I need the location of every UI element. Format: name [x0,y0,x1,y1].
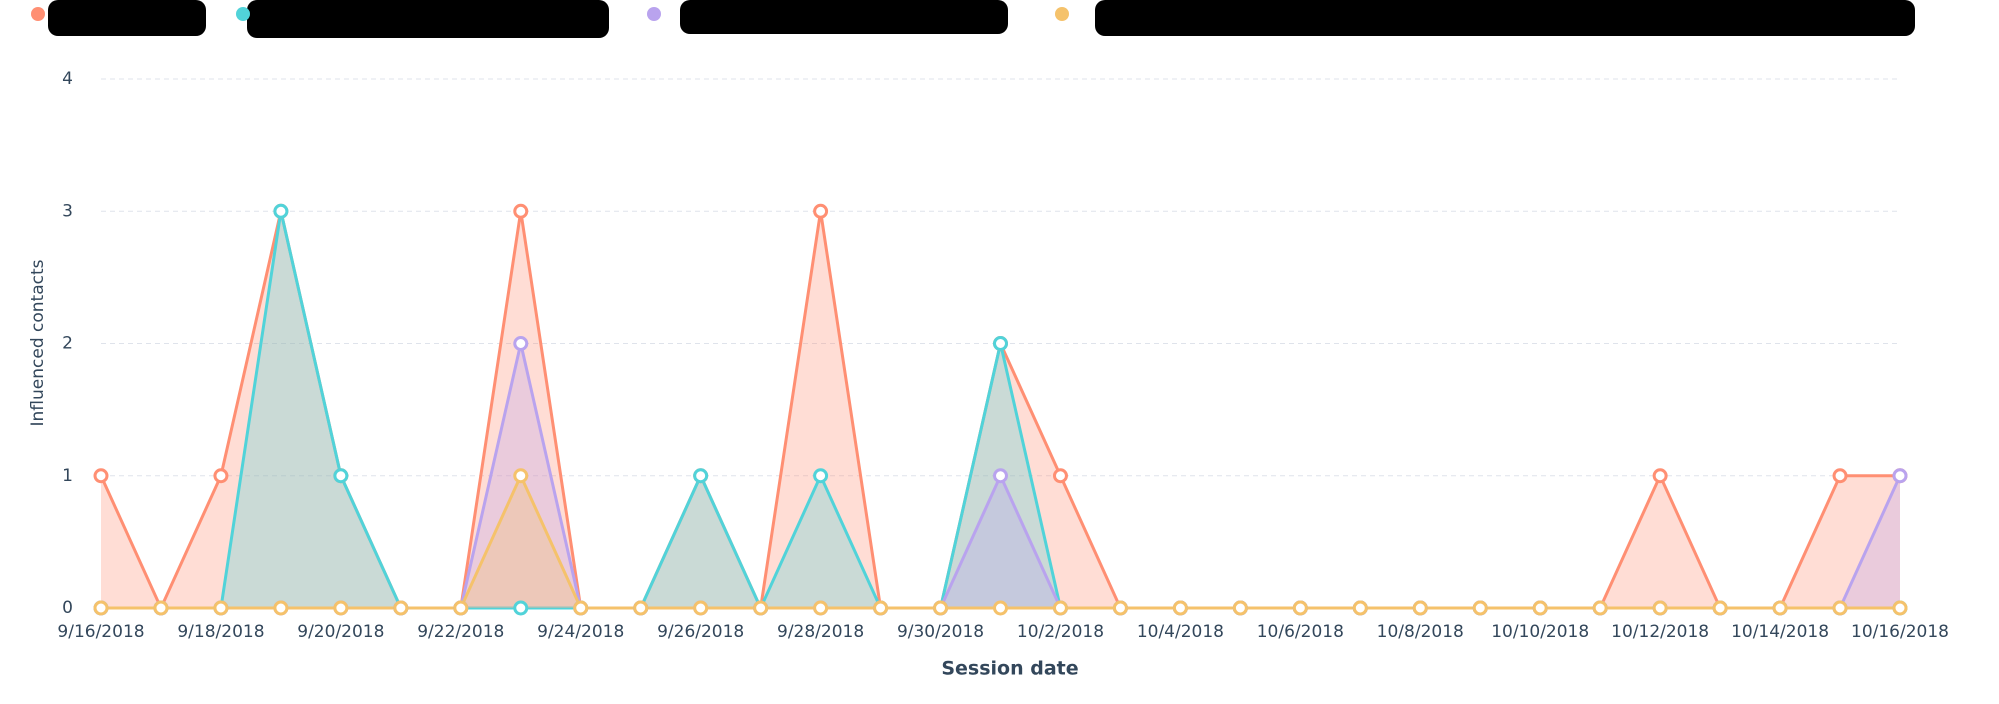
point [1892,600,1908,616]
point [513,468,529,484]
y-tick-label: 4 [62,69,73,89]
point [1592,600,1608,616]
point [1052,468,1068,484]
x-tick-label: 9/30/2018 [897,622,984,642]
x-tick-label: 9/24/2018 [537,622,624,642]
point [1352,600,1368,616]
x-tick-label: 9/22/2018 [417,622,504,642]
point [993,600,1008,616]
point [993,468,1008,484]
point [1232,600,1248,616]
redaction [1095,0,1915,36]
point [573,600,589,616]
y-axis-title: Influenced contacts [28,259,48,426]
point [1832,468,1848,484]
point [1052,600,1068,616]
point [1412,600,1428,616]
x-tick-label: 9/28/2018 [777,622,864,642]
point [693,600,709,616]
point [1652,468,1668,484]
area [101,211,1900,608]
point [1112,600,1128,616]
x-tick-label: 10/10/2018 [1491,622,1589,642]
legend-marker [31,7,45,21]
y-tick-label: 1 [62,466,73,486]
point [813,600,829,616]
point [1472,600,1488,616]
point [93,600,109,616]
point [273,203,289,219]
x-tick-label: 9/20/2018 [297,622,384,642]
x-tick-label: 10/16/2018 [1851,622,1949,642]
legend-marker [236,7,250,21]
point [513,600,529,616]
point [873,600,889,616]
point [993,336,1008,351]
point [693,468,709,484]
redaction [680,0,1008,34]
point [153,600,169,616]
point [1712,600,1728,616]
legend [48,0,1915,38]
redaction [48,0,206,36]
point [1652,600,1668,616]
point [1532,600,1548,616]
point [1292,600,1308,616]
point [213,600,229,616]
point [393,600,409,616]
y-tick-label: 2 [62,334,73,354]
area [101,475,1900,608]
x-tick-label: 9/26/2018 [657,622,744,642]
point [513,336,529,351]
point [633,600,649,616]
legend-marker [647,7,661,21]
x-axis-title: Session date [941,658,1078,680]
x-tick-label: 10/2/2018 [1017,622,1104,642]
x-tick-label: 9/18/2018 [177,622,264,642]
x-tick-label: 10/4/2018 [1137,622,1224,642]
x-tick-label: 10/14/2018 [1731,622,1829,642]
point [93,468,109,484]
point [213,468,229,484]
point [813,203,829,219]
point [513,203,529,219]
y-tick-label: 0 [62,598,73,618]
point [1172,600,1188,616]
point [453,600,469,616]
point [933,600,949,616]
point [1892,468,1908,484]
point [753,600,769,616]
x-tick-label: 10/8/2018 [1377,622,1464,642]
x-tick-label: 10/6/2018 [1257,622,1344,642]
point [813,468,829,484]
point [333,600,349,616]
x-tick-label: 9/16/2018 [57,622,144,642]
redaction [247,0,609,38]
point [273,600,289,616]
area [101,211,1900,608]
legend-marker [1055,7,1069,21]
point [333,468,349,484]
x-tick-label: 10/12/2018 [1611,622,1709,642]
point [1832,600,1848,616]
point [1772,600,1788,616]
y-tick-label: 3 [62,201,73,221]
